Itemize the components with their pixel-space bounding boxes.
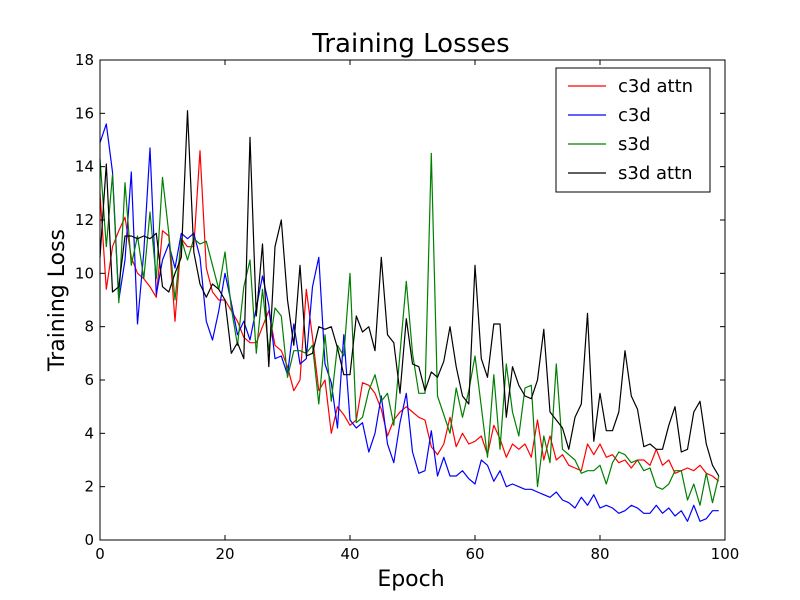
- legend-box: [555, 67, 711, 193]
- series-line-s3d: [99, 152, 720, 506]
- y-axis-label: Training Loss: [45, 229, 70, 372]
- series-line-s3d-attn: [99, 110, 720, 477]
- x-tick-label: 60: [465, 545, 484, 563]
- y-tick-label: 4: [84, 424, 94, 442]
- y-tick-label: 10: [75, 264, 94, 282]
- y-tick-label: 8: [84, 318, 94, 336]
- y-tick-label: 12: [75, 211, 94, 229]
- legend-label: s3d attn: [618, 163, 693, 184]
- y-tick-label: 0: [84, 531, 94, 549]
- y-axis-ticks: 0 2 4 6 8 10 12 14 16 18: [75, 51, 725, 549]
- y-tick-label: 6: [84, 371, 94, 389]
- x-axis-ticks: 0 20 40 60 80 100: [95, 60, 739, 563]
- series-line-c3d-attn: [99, 150, 720, 482]
- x-tick-label: 100: [711, 545, 740, 563]
- series-layer: [99, 110, 720, 522]
- x-tick-label: 40: [340, 545, 359, 563]
- x-tick-label: 0: [95, 545, 105, 563]
- y-tick-label: 16: [75, 104, 94, 122]
- y-tick-label: 18: [75, 51, 94, 69]
- plot-frame: [99, 59, 726, 541]
- x-axis-label: Epoch: [377, 567, 444, 592]
- legend-label: c3d attn: [618, 76, 693, 97]
- plot-area: 0 20 40 60 80 100 0 2 4 6 8 10 12 14 16 18: [75, 51, 739, 563]
- legend-label: s3d: [618, 134, 650, 155]
- chart-title: Training Losses: [311, 29, 509, 59]
- x-tick-label: 80: [590, 545, 609, 563]
- y-tick-label: 14: [75, 158, 94, 176]
- y-tick-label: 2: [84, 478, 94, 496]
- legend-label: c3d: [618, 105, 651, 126]
- legend: c3d attn c3d s3d s3d attn: [555, 67, 711, 193]
- x-tick-label: 20: [215, 545, 234, 563]
